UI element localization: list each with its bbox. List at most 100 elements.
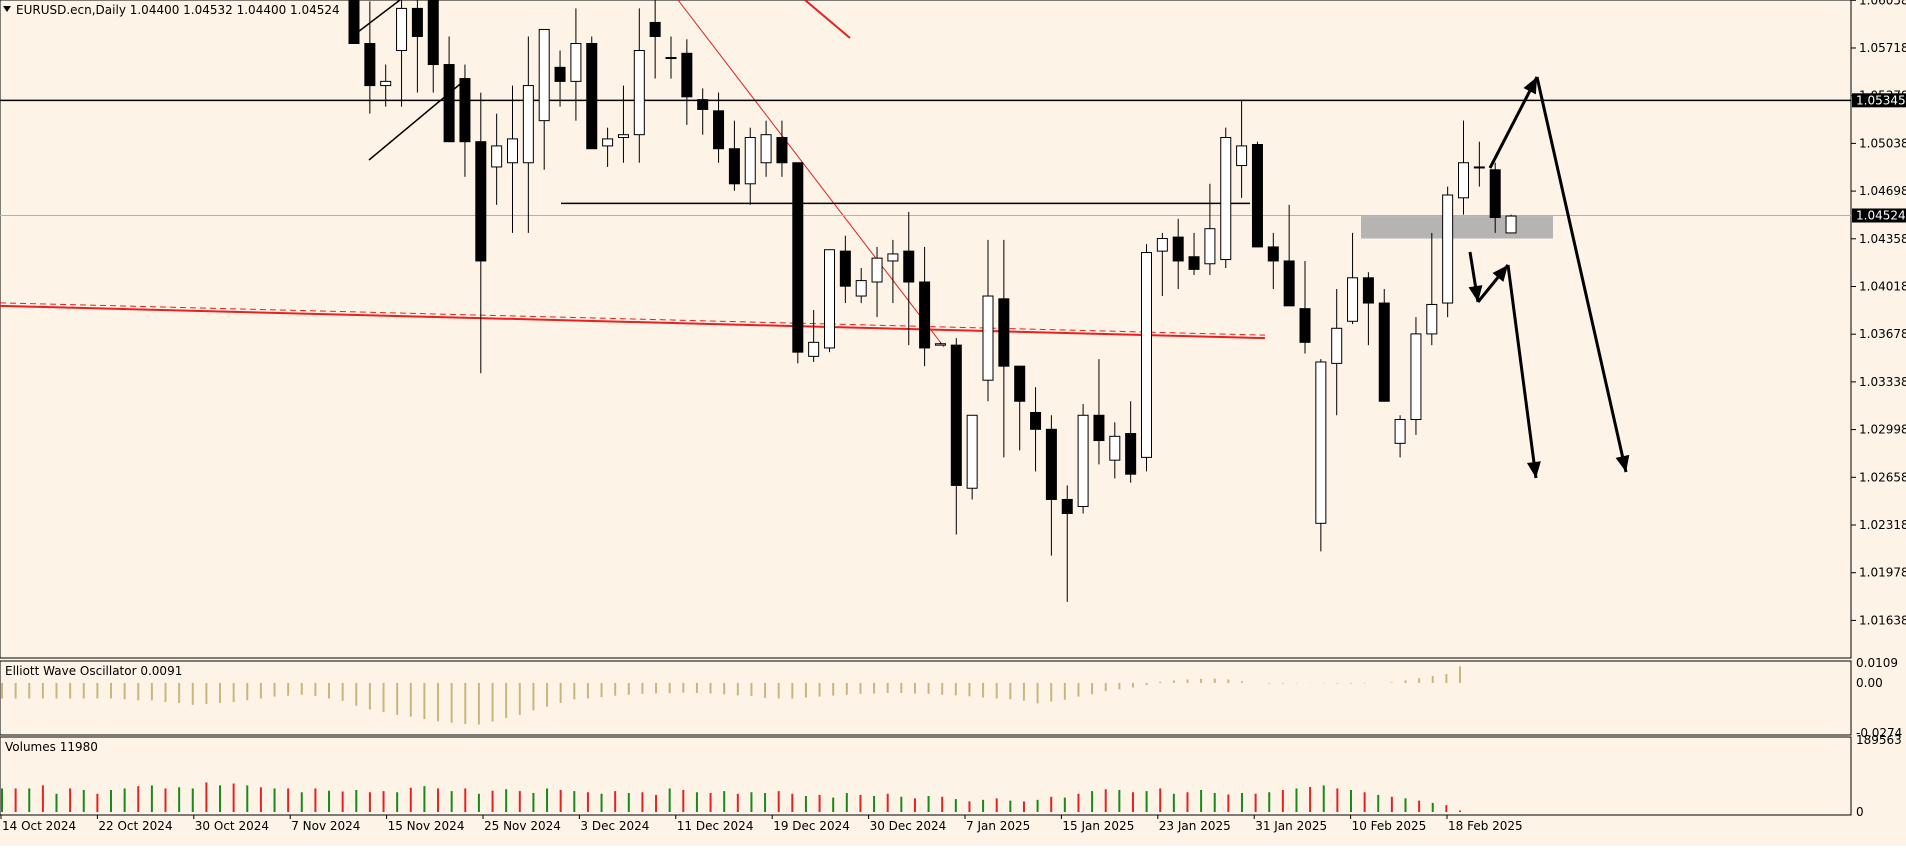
red-trendline-short — [804, 0, 851, 39]
date-tick-label: 7 Nov 2024 — [291, 819, 360, 833]
price-tick-label: 1.02998 — [1859, 423, 1906, 437]
bullish-candle — [808, 341, 820, 357]
arrow-up-1 — [1488, 76, 1539, 169]
wedge-line-upper — [353, 0, 401, 36]
bullish-candle — [1426, 303, 1438, 335]
bullish-candle — [665, 57, 677, 60]
arrow-up-short-head — [1492, 265, 1508, 282]
bearish-candle — [1188, 256, 1200, 270]
volume-pane: Volumes 11980 189563 0 — [0, 733, 1902, 819]
oscillator-pane: Elliott Wave Oscillator 0.0091 0.01090.0… — [0, 656, 1902, 740]
bullish-candle — [507, 138, 518, 164]
bearish-candle — [649, 21, 661, 37]
bullish-candle — [1109, 435, 1121, 461]
moving-average-line — [0, 304, 1266, 340]
price-tick-label: 1.03338 — [1859, 375, 1906, 389]
candles — [348, 0, 1517, 602]
bearish-candle — [443, 64, 455, 143]
oscillator-axis: 0.0109 0.00 -0.0274 — [1856, 656, 1902, 740]
bullish-candle — [380, 80, 392, 87]
date-axis: 14 Oct 2024 22 Oct 2024 30 Oct 2024 7 Nov 2… — [0, 815, 1523, 833]
bullish-candle — [633, 50, 645, 136]
date-tick-label: 7 Jan 2025 — [966, 819, 1030, 833]
bullish-candle — [1347, 277, 1359, 322]
bearish-candle — [903, 250, 915, 283]
date-tick-label: 23 Jan 2025 — [1159, 819, 1231, 833]
resistance-zone — [1361, 216, 1553, 239]
bullish-candle — [538, 28, 550, 122]
bearish-candle — [586, 42, 598, 150]
bullish-candle — [1442, 194, 1454, 304]
bearish-candle — [697, 99, 709, 110]
bearish-candle — [475, 141, 487, 262]
resistance-price-label: 1.05345 — [1856, 93, 1906, 107]
bearish-candle — [411, 7, 423, 37]
bearish-candle — [681, 52, 693, 98]
price-tick-label: 1.01638 — [1859, 613, 1906, 627]
bearish-candle — [1283, 260, 1295, 307]
price-tick-label: 1.02318 — [1859, 518, 1906, 532]
date-tick-label: 18 Feb 2025 — [1448, 819, 1523, 833]
price-tick-label: 1.05038 — [1859, 136, 1906, 150]
arrow-down-2 — [1506, 264, 1538, 479]
date-tick-label: 31 Jan 2025 — [1255, 819, 1327, 833]
bullish-candle — [760, 134, 772, 164]
bearish-candle — [1014, 365, 1026, 402]
bullish-candle — [1156, 238, 1168, 252]
bullish-candle — [570, 42, 582, 82]
date-tick-label: 25 Nov 2024 — [484, 819, 561, 833]
bullish-candle — [1394, 418, 1406, 444]
bearish-candle — [1489, 169, 1501, 218]
arrow-up-1-head — [1523, 77, 1537, 95]
bullish-candle — [1505, 215, 1517, 234]
moving-average-dashed-line — [0, 302, 1266, 336]
price-tick-label: 1.03678 — [1859, 327, 1906, 341]
bullish-candle — [871, 257, 883, 283]
bearish-candle — [713, 110, 725, 150]
bullish-candle — [617, 134, 629, 138]
bullish-candle — [1204, 228, 1216, 265]
bearish-candle — [919, 281, 931, 349]
oscillator-title: Elliott Wave Oscillator 0.0091 — [5, 664, 182, 678]
bearish-candle — [1061, 498, 1073, 514]
bearish-candle — [776, 136, 788, 164]
bearish-candle — [459, 78, 471, 143]
price-tick-label: 1.04018 — [1859, 279, 1906, 293]
bid-price-label: 1.04524 — [1856, 208, 1906, 222]
date-tick-label: 15 Jan 2025 — [1062, 819, 1134, 833]
price-tick-label: 1.05718 — [1859, 41, 1906, 55]
red-trendline — [677, 0, 945, 348]
bearish-candle — [998, 298, 1010, 367]
date-tick-label: 15 Nov 2024 — [388, 819, 465, 833]
volume-pane-frame — [0, 736, 1852, 816]
bearish-candle — [1362, 277, 1374, 304]
bearish-candle — [839, 250, 851, 287]
date-tick-label: 30 Dec 2024 — [870, 819, 947, 833]
bearish-candle — [1125, 433, 1137, 475]
bullish-candle — [602, 138, 614, 147]
volume-tick-label: 0 — [1856, 805, 1864, 819]
resistance-price-box — [1852, 93, 1906, 108]
chart-dropdown-icon[interactable] — [3, 6, 11, 12]
oscillator-tick-label: -0.0274 — [1856, 726, 1902, 740]
bullish-candle — [1236, 145, 1248, 167]
date-tick-label: 22 Oct 2024 — [98, 819, 172, 833]
bullish-candle — [396, 7, 408, 52]
bearish-candle — [1093, 414, 1105, 442]
bullish-candle — [934, 343, 946, 346]
bullish-candle — [522, 85, 534, 164]
bullish-candle — [744, 136, 756, 185]
date-tick-label: 3 Dec 2024 — [580, 819, 649, 833]
bullish-candle — [1220, 136, 1232, 261]
arrow-down-long — [1535, 76, 1628, 473]
price-tick-label: 1.06058 — [1859, 0, 1906, 7]
oscillator-tick-label: 0.00 — [1856, 676, 1883, 690]
bearish-candle — [1299, 308, 1311, 343]
bearish-candle — [427, 0, 439, 66]
price-tick-label: 1.01978 — [1859, 566, 1906, 580]
price-tick-label: 1.04698 — [1859, 184, 1906, 198]
bullish-candle — [1077, 414, 1089, 507]
bearish-candle — [554, 66, 566, 82]
